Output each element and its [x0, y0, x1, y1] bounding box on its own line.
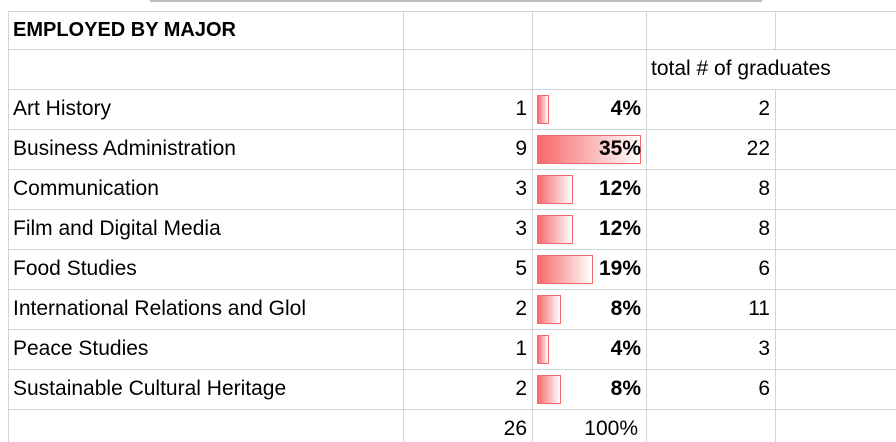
- major: Sustainable Cultural Heritage: [13, 377, 287, 400]
- grid-line: [775, 89, 776, 442]
- employed: 2: [515, 297, 527, 320]
- data-bar: [537, 95, 549, 124]
- data-bar: [537, 255, 594, 284]
- percent: 12%: [598, 177, 641, 200]
- grid-line: [532, 11, 533, 442]
- employed-total: 26: [503, 417, 527, 440]
- grid-line: [8, 409, 896, 410]
- data-bar: [537, 175, 573, 204]
- grid-line: [403, 11, 404, 442]
- total: 2: [758, 97, 770, 120]
- grid-line: [775, 11, 776, 49]
- grid-line: [8, 169, 896, 170]
- percent: 4%: [610, 337, 641, 360]
- percent: 4%: [610, 97, 641, 120]
- data-bar: [537, 375, 561, 404]
- major: Peace Studies: [13, 337, 149, 360]
- total: 6: [758, 257, 770, 280]
- employed: 2: [515, 377, 527, 400]
- total: 6: [758, 377, 770, 400]
- total: 8: [758, 177, 770, 200]
- percent: 8%: [610, 297, 641, 320]
- data-bar: [537, 215, 573, 244]
- grid-line: [8, 369, 896, 370]
- major: Food Studies: [13, 257, 137, 280]
- total: 22: [746, 137, 770, 160]
- grid-line: [8, 209, 896, 210]
- data-bar: [537, 295, 561, 324]
- employed: 3: [515, 217, 527, 240]
- percent: 19%: [598, 257, 641, 280]
- grid-line: [8, 129, 896, 130]
- major: Film and Digital Media: [13, 217, 221, 240]
- data-bar: [537, 135, 641, 164]
- percent-total: 100%: [584, 417, 638, 440]
- employed: 5: [515, 257, 527, 280]
- title: EMPLOYED BY MAJOR: [13, 19, 236, 41]
- employed: 1: [515, 337, 527, 360]
- top-border: [150, 0, 762, 2]
- major: Business Administration: [13, 137, 236, 160]
- grid-line: [8, 329, 896, 330]
- major: Art History: [13, 97, 112, 120]
- grid-line: [8, 249, 896, 250]
- grid-line: [8, 11, 9, 442]
- data-bar: [537, 335, 549, 364]
- total: 11: [748, 297, 770, 320]
- grid-line: [8, 49, 896, 50]
- percent: 8%: [610, 377, 641, 400]
- major: International Relations and Glol: [13, 297, 307, 320]
- total: 3: [758, 337, 770, 360]
- grid-line: [646, 11, 647, 442]
- employed: 3: [515, 177, 527, 200]
- grid-line: [8, 289, 896, 290]
- grid-line: [8, 89, 896, 90]
- column-header: total # of graduates: [651, 57, 831, 80]
- employed: 9: [515, 137, 527, 160]
- percent: 35%: [598, 137, 641, 160]
- total: 8: [758, 217, 770, 240]
- major: Communication: [13, 177, 159, 200]
- employed: 1: [515, 97, 527, 120]
- percent: 12%: [598, 217, 641, 240]
- grid-line: [8, 11, 896, 12]
